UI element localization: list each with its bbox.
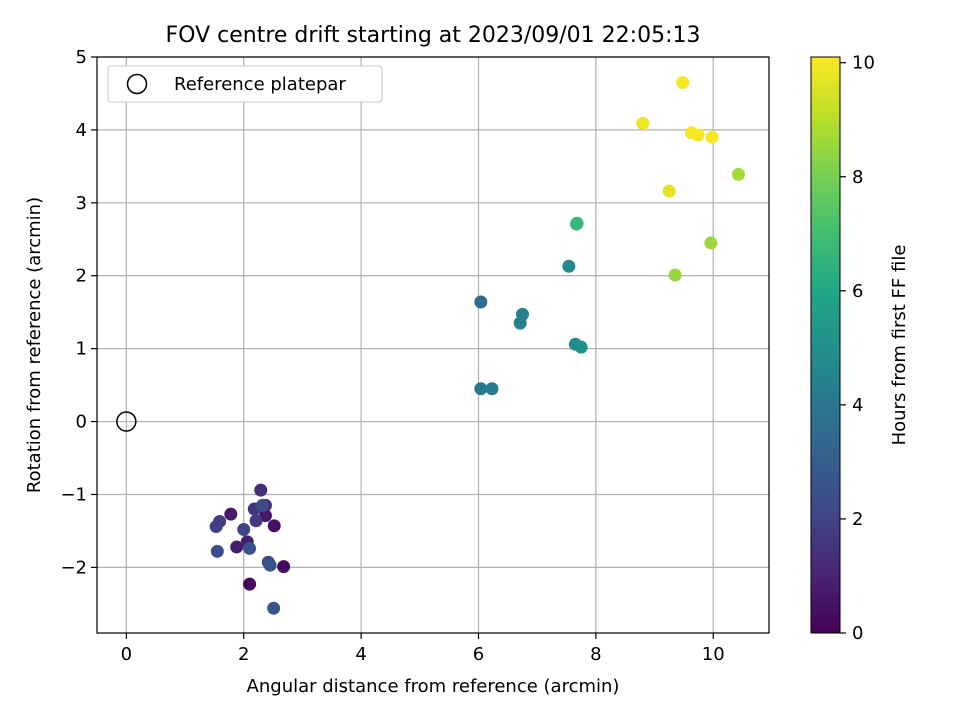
colorbar-label: Hours from first FF file (889, 245, 910, 446)
legend-box (107, 65, 383, 103)
data-point (277, 560, 291, 574)
colorbar-gradient (810, 56, 841, 634)
data-point (485, 382, 499, 396)
y-tick-label: 2 (76, 266, 87, 287)
y-tick-label: 3 (76, 193, 87, 214)
colorbar-tick-label: 10 (852, 53, 875, 74)
data-point (256, 498, 270, 512)
colorbar-tick-label: 4 (852, 395, 863, 416)
colorbar-ticks: 0 2 4 6 8 10 (840, 53, 875, 644)
y-tick-label: 0 (76, 412, 87, 433)
legend: Reference platepar (107, 65, 383, 103)
data-point (237, 522, 251, 536)
colorbar-tick-label: 6 (852, 281, 863, 302)
colorbar-tick-label: 0 (852, 623, 863, 644)
data-point (474, 382, 488, 396)
y-tick-label: 5 (76, 47, 87, 68)
legend-reference-marker (126, 73, 148, 95)
chart-title: FOV centre drift starting at 2023/09/01 … (166, 23, 701, 48)
y-tick-label: −2 (60, 557, 87, 578)
data-point (254, 483, 268, 497)
colorbar-tick-label: 2 (852, 509, 863, 530)
data-point (263, 558, 277, 572)
data-point (731, 167, 745, 181)
data-point (267, 601, 281, 615)
data-point (210, 544, 224, 558)
data-point (516, 307, 530, 321)
x-axis-ticks: 0 2 4 6 8 10 (121, 633, 725, 665)
data-point (574, 340, 588, 354)
data-point (562, 259, 576, 273)
data-point (267, 519, 281, 533)
data-point (243, 577, 257, 591)
y-tick-label: −1 (60, 484, 87, 505)
data-point (230, 540, 244, 554)
data-point (224, 507, 238, 521)
x-tick-label: 8 (590, 644, 601, 665)
grid-lines (97, 56, 769, 633)
x-tick-label: 0 (121, 644, 132, 665)
data-point (636, 116, 650, 130)
x-tick-label: 10 (702, 644, 725, 665)
data-point (704, 236, 718, 250)
y-tick-label: 1 (76, 339, 87, 360)
y-axis-ticks: −2 −1 0 1 2 3 4 5 (60, 47, 97, 578)
x-tick-label: 6 (473, 644, 484, 665)
data-point (570, 216, 584, 230)
colorbar: 0 2 4 6 8 10 Hours from first FF file (810, 53, 910, 644)
plot-frame (96, 56, 770, 634)
y-axis-label: Rotation from reference (arcmin) (24, 197, 45, 493)
data-point (662, 184, 676, 198)
x-axis-label: Angular distance from reference (arcmin) (247, 676, 620, 697)
reference-marker-group (116, 411, 137, 432)
reference-platepar-marker (116, 411, 137, 432)
data-point (668, 268, 682, 282)
y-tick-label: 4 (76, 120, 87, 141)
colorbar-tick-label: 8 (852, 167, 863, 188)
data-points (209, 76, 745, 615)
data-point (691, 128, 705, 142)
x-tick-label: 2 (238, 644, 249, 665)
data-point (474, 295, 488, 309)
data-point (249, 514, 263, 528)
data-point (705, 130, 719, 144)
data-point (676, 76, 690, 90)
data-point (243, 541, 257, 555)
data-point (209, 520, 223, 534)
x-tick-label: 4 (355, 644, 366, 665)
legend-label: Reference platepar (174, 74, 346, 95)
